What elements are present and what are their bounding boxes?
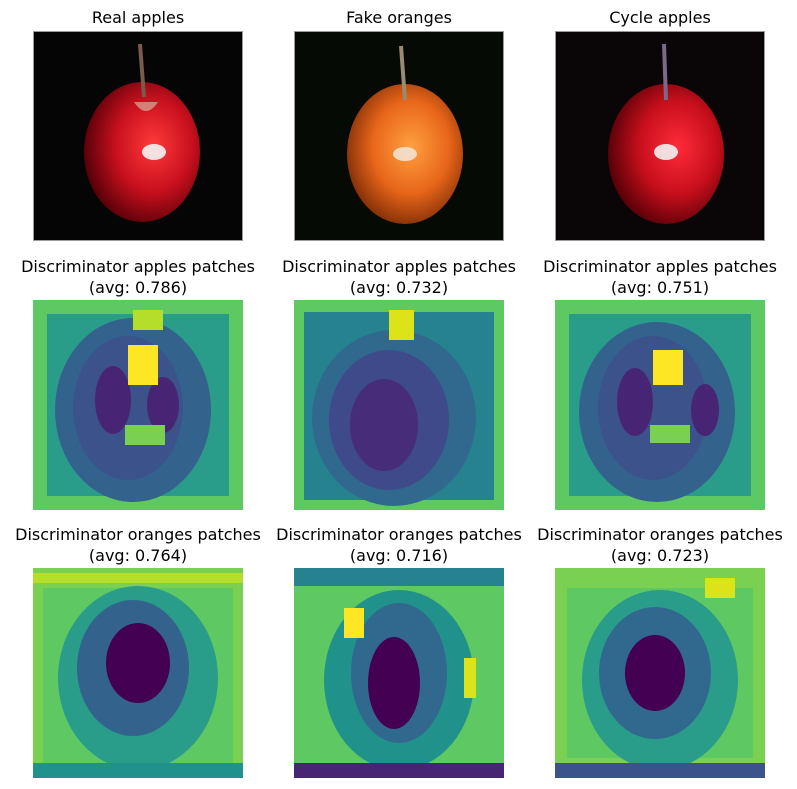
panel-title: Fake oranges bbox=[346, 8, 452, 27]
panel-title: Discriminator apples patches (avg: 0.732) bbox=[282, 257, 516, 297]
real-apple-image bbox=[33, 31, 243, 241]
panel-title: Discriminator oranges patches (avg: 0.764… bbox=[15, 525, 261, 565]
fake-orange-image bbox=[294, 31, 504, 241]
panel-title: Discriminator oranges patches (avg: 0.723… bbox=[537, 525, 783, 565]
cycle-apple-image bbox=[555, 31, 765, 241]
heatmap-image bbox=[294, 300, 504, 510]
panel-title: Discriminator oranges patches (avg: 0.716… bbox=[276, 525, 522, 565]
heatmap-image bbox=[555, 568, 765, 778]
panel-title: Cycle apples bbox=[609, 8, 711, 27]
panel-title: Real apples bbox=[91, 8, 185, 27]
panel-title: Discriminator apples patches (avg: 0.786) bbox=[21, 257, 255, 297]
heatmap-image bbox=[555, 300, 765, 510]
heatmap-image bbox=[33, 568, 243, 778]
heatmap-image bbox=[294, 568, 504, 778]
panel-title: Discriminator apples patches (avg: 0.751) bbox=[543, 257, 777, 297]
heatmap-image bbox=[33, 300, 243, 510]
